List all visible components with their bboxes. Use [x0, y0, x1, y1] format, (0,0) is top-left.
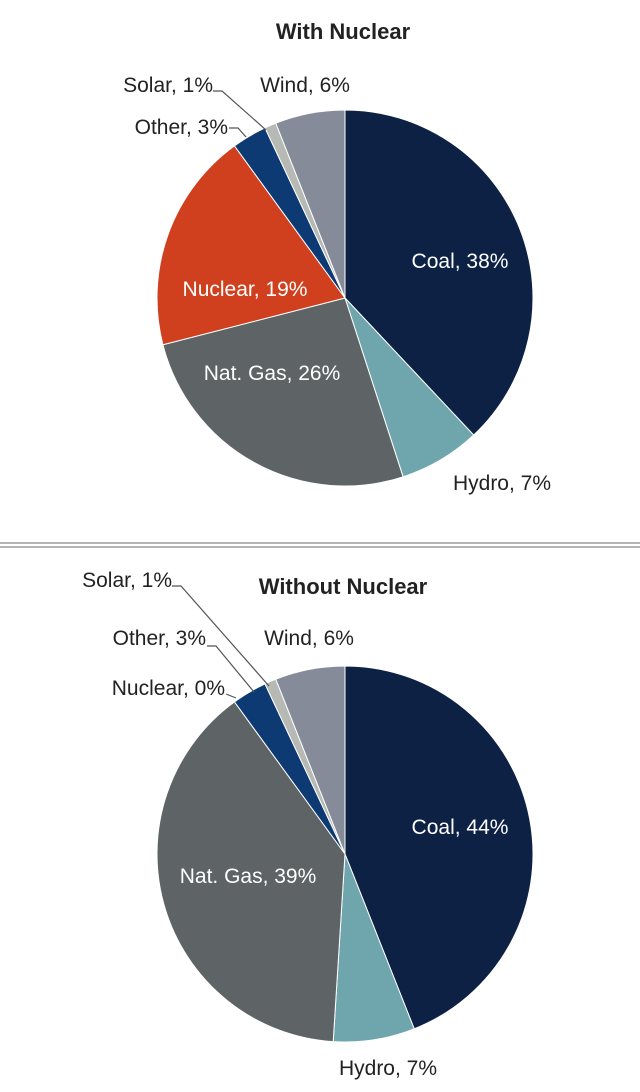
data-label-wind: Wind, 6% [260, 74, 350, 97]
pie-slice-nat-gas [156, 701, 346, 1043]
slice-labels: Coal, 44% Hydro, 7% Nat. Gas, 39% Nuclea… [82, 569, 508, 1080]
leader-line-solar [213, 90, 267, 131]
leader-line-solar [172, 585, 270, 687]
data-label-nat-gas: Nat. Gas, 26% [204, 362, 341, 385]
leader-line-other [207, 645, 255, 693]
leader-lines [213, 90, 267, 138]
chart-title: Without Nuclear [259, 574, 428, 599]
chart-divider [0, 542, 640, 548]
pie-slice-wind [275, 665, 346, 855]
data-label-hydro: Hydro, 7% [339, 1057, 437, 1080]
pie-slice-coal [344, 665, 534, 1030]
data-label-solar: Solar, 1% [123, 74, 213, 97]
data-label-nuclear: Nuclear, 0% [112, 677, 225, 700]
leader-line-nuclear [225, 693, 237, 699]
pie-slices [156, 665, 534, 1043]
pie-slices [156, 109, 534, 487]
data-label-coal: Coal, 38% [412, 250, 509, 273]
data-label-hydro: Hydro, 7% [453, 472, 551, 495]
data-label-coal: Coal, 44% [412, 816, 509, 839]
leader-line-other [229, 127, 247, 138]
leader-lines [172, 585, 270, 699]
pie-slice-nat-gas [162, 297, 404, 487]
chart-without-nuclear: Without Nuclear Coal, 44% Hydro, 7% Nat.… [82, 569, 534, 1080]
pie-slice-nuclear [156, 145, 346, 346]
slice-labels: Coal, 38% Hydro, 7% Nat. Gas, 26% Nuclea… [123, 74, 551, 495]
pie-slice-coal [344, 109, 534, 436]
data-label-solar: Solar, 1% [82, 569, 172, 592]
chart-title: With Nuclear [276, 19, 411, 44]
data-label-nat-gas: Nat. Gas, 39% [180, 865, 317, 888]
pie-slice-wind [275, 109, 346, 299]
data-label-other: Other, 3% [135, 116, 228, 139]
chart-with-nuclear: With Nuclear Coal, 38% Hydro, 7% Nat. Ga… [123, 19, 551, 495]
data-label-other: Other, 3% [113, 627, 206, 650]
data-label-nuclear: Nuclear, 19% [183, 278, 308, 301]
data-label-wind: Wind, 6% [264, 627, 354, 650]
